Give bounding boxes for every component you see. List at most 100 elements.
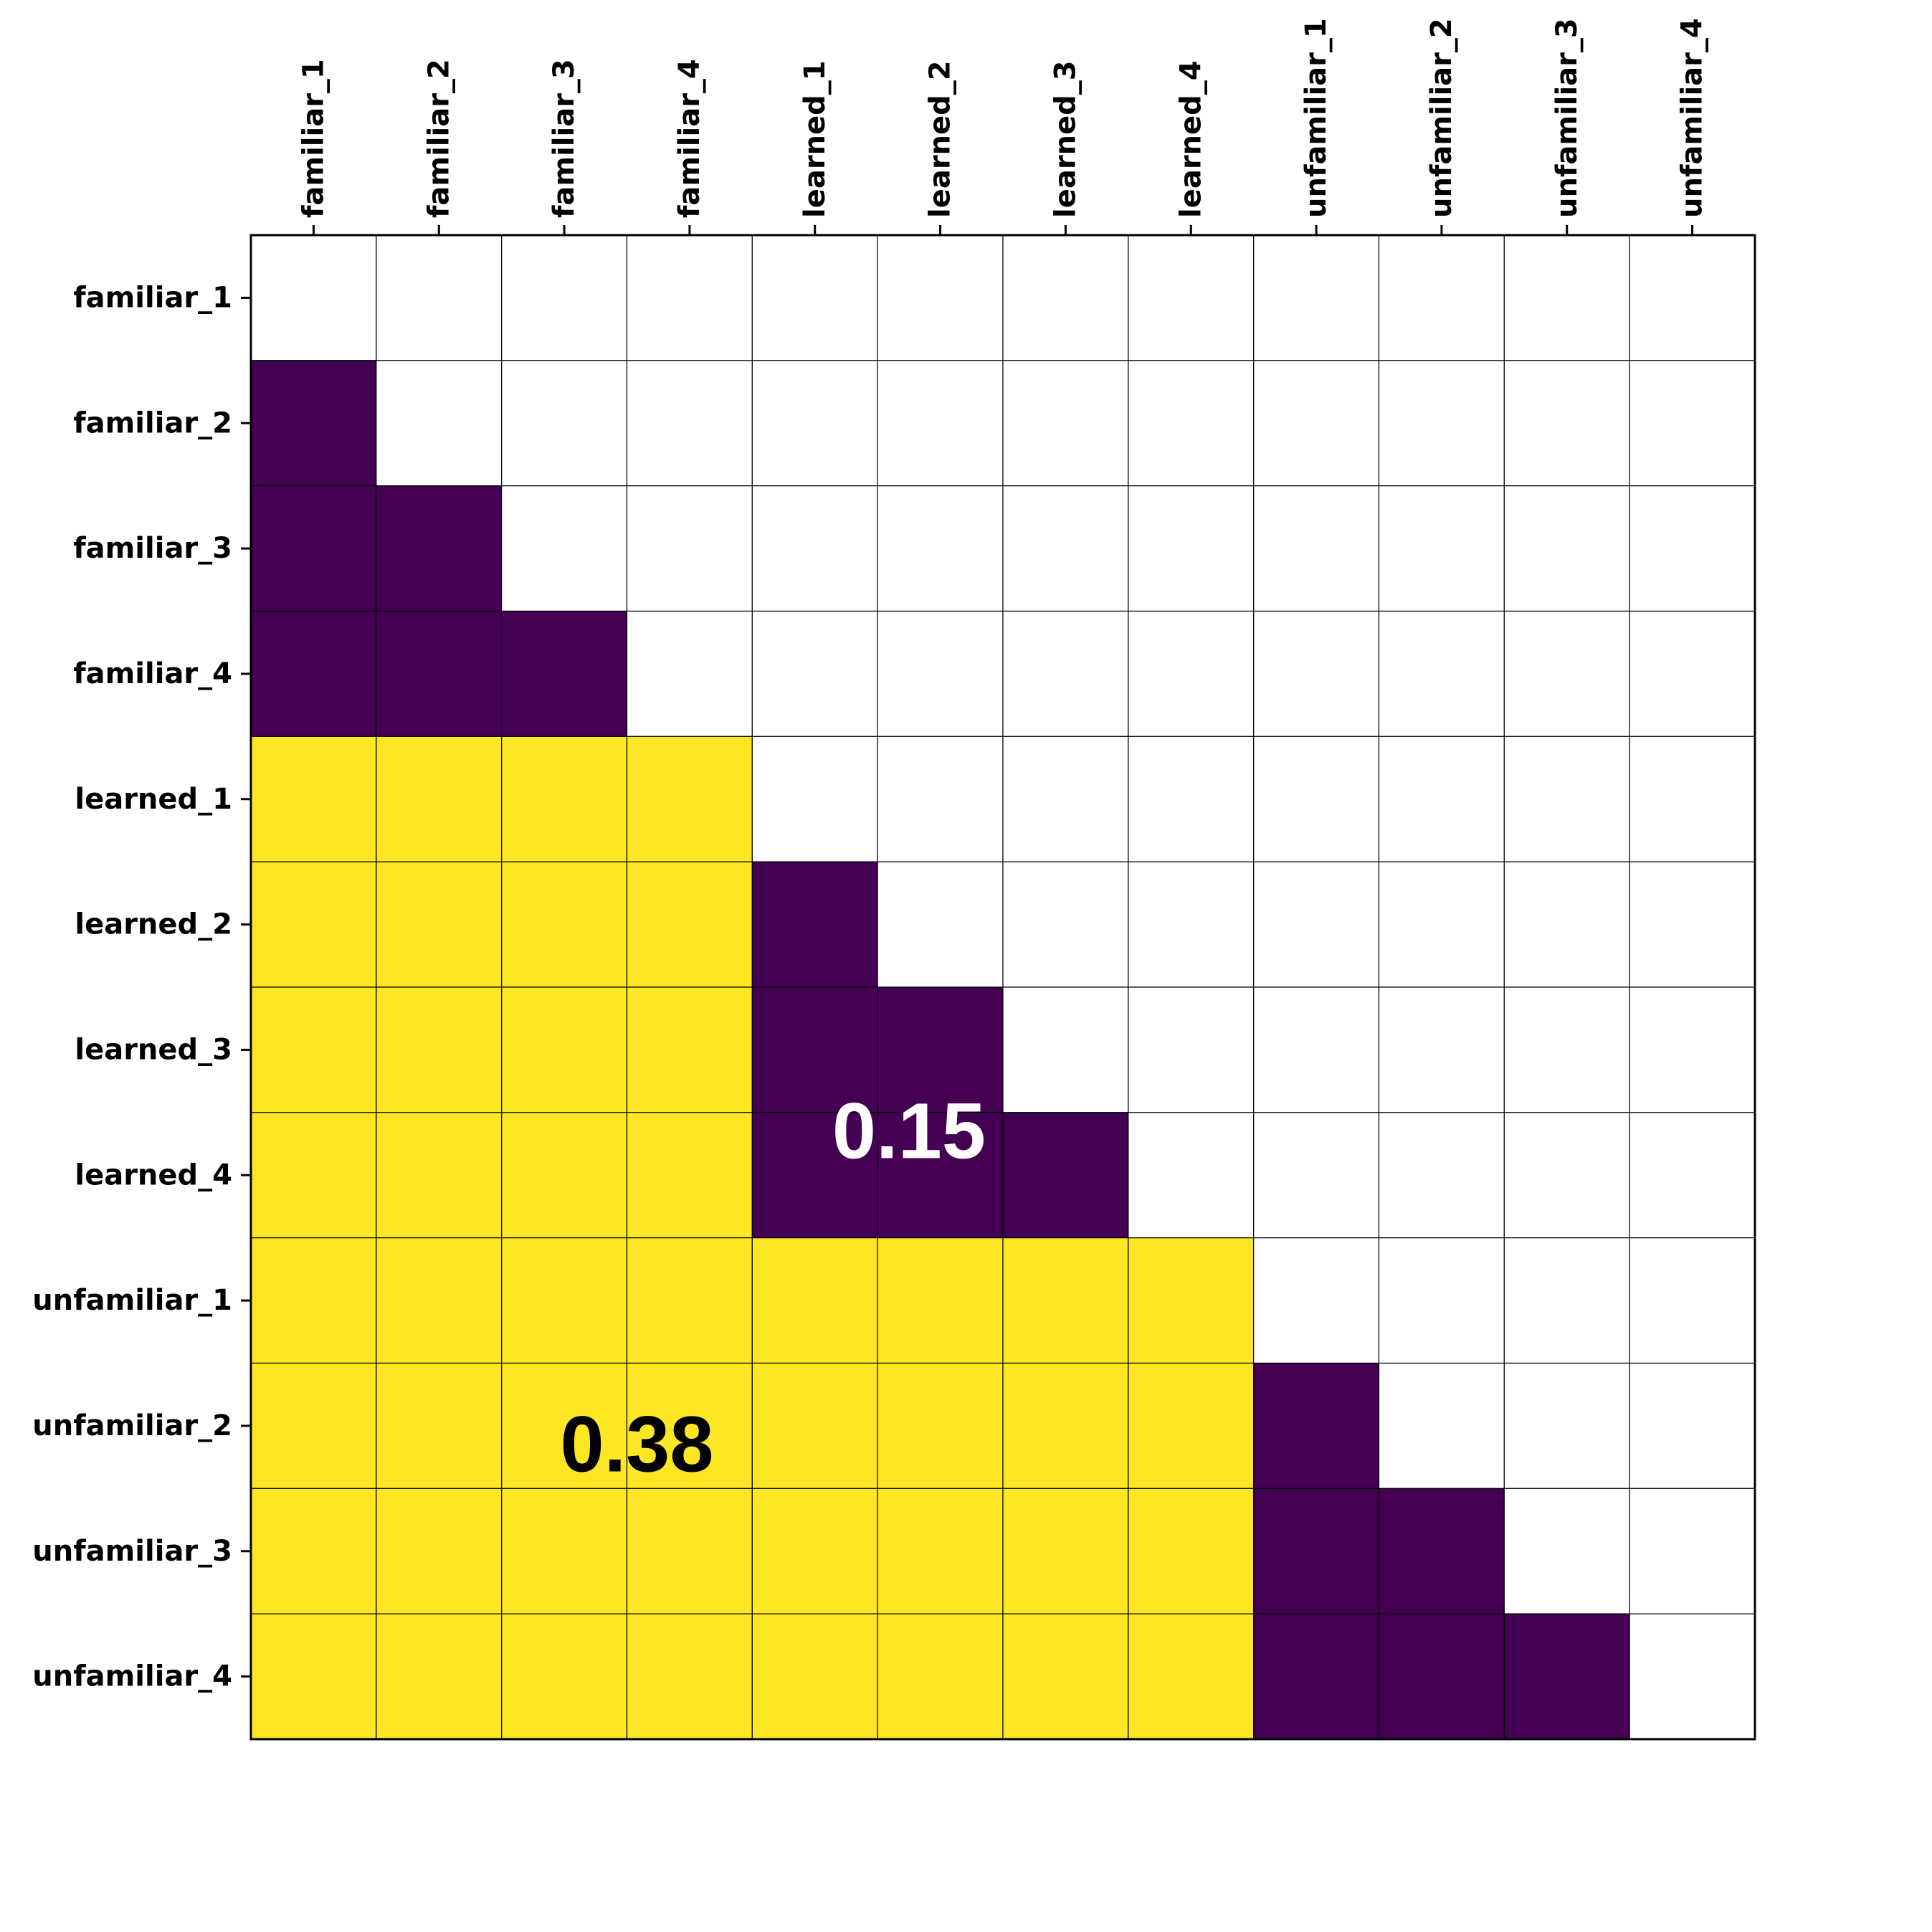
heatmap-cell-r7-c3 — [626, 1112, 753, 1239]
y-tick-label: familiar_3 — [73, 532, 232, 565]
heatmap-cell-r5-c3 — [626, 861, 753, 988]
heatmap-cell-r6-c9 — [1378, 986, 1505, 1113]
x-tick-label: unfamiliar_4 — [1676, 18, 1709, 218]
heatmap-cell-r8-c4 — [751, 1237, 878, 1364]
heatmap-cell-r6-c6 — [1002, 986, 1129, 1113]
x-tick-label: learned_3 — [1049, 60, 1082, 218]
heatmap-cell-r7-c2 — [501, 1112, 628, 1239]
heatmap-cell-r4-c4 — [751, 736, 878, 862]
heatmap-cell-r9-c3 — [626, 1362, 753, 1489]
heatmap-cell-r10-c9 — [1378, 1488, 1505, 1614]
heatmap-cell-r0-c11 — [1629, 234, 1756, 361]
heatmap-cell-r2-c10 — [1503, 485, 1630, 612]
heatmap-cell-r4-c8 — [1253, 736, 1380, 862]
heatmap-cell-r10-c8 — [1253, 1488, 1380, 1614]
heatmap-cell-r8-c5 — [877, 1237, 1004, 1364]
heatmap-cell-r2-c7 — [1128, 485, 1255, 612]
heatmap-cell-r9-c6 — [1002, 1362, 1129, 1489]
heatmap-cell-r2-c3 — [626, 485, 753, 612]
heatmap-cell-r1-c9 — [1378, 360, 1505, 487]
heatmap-cell-r4-c1 — [376, 736, 503, 862]
heatmap-cell-r10-c1 — [376, 1488, 503, 1614]
heatmap-cell-r6-c3 — [626, 986, 753, 1113]
annotation-label: 0.38 — [560, 1401, 713, 1489]
heatmap-cell-r7-c1 — [376, 1112, 503, 1239]
heatmap-cell-r10-c11 — [1629, 1488, 1756, 1614]
plot-frame — [249, 234, 1756, 1741]
heatmap-cell-r4-c0 — [250, 736, 377, 862]
heatmap-cell-r8-c1 — [376, 1237, 503, 1364]
heatmap-cell-r5-c4 — [751, 861, 878, 988]
y-tick-label: familiar_2 — [73, 406, 232, 439]
heatmap-cell-r6-c4 — [751, 986, 878, 1113]
heatmap-cells — [250, 234, 1756, 1740]
heatmap-cell-r3-c2 — [501, 610, 628, 737]
heatmap-cell-r0-c5 — [877, 234, 1004, 361]
heatmap-cell-r7-c8 — [1253, 1112, 1380, 1239]
heatmap-cell-r5-c9 — [1378, 861, 1505, 988]
heatmap-cell-r10-c0 — [250, 1488, 377, 1614]
heatmap-cell-r4-c7 — [1128, 736, 1255, 862]
heatmap-cell-r0-c3 — [626, 234, 753, 361]
heatmap-cell-r6-c10 — [1503, 986, 1630, 1113]
heatmap-cell-r11-c9 — [1378, 1613, 1505, 1740]
y-tick-label: learned_2 — [75, 908, 232, 941]
heatmap-cell-r3-c7 — [1128, 610, 1255, 737]
heatmap-cell-r0-c6 — [1002, 234, 1129, 361]
heatmap-cell-r0-c9 — [1378, 234, 1505, 361]
heatmap-cell-r2-c6 — [1002, 485, 1129, 612]
heatmap-cell-r4-c3 — [626, 736, 753, 862]
heatmap-cell-r5-c5 — [877, 861, 1004, 988]
x-tick-label: unfamiliar_3 — [1551, 18, 1584, 218]
heatmap-cell-r0-c8 — [1253, 234, 1380, 361]
heatmap-cell-r3-c3 — [626, 610, 753, 737]
heatmap-cell-r0-c0 — [250, 234, 377, 361]
heatmap-cell-r1-c2 — [501, 360, 628, 487]
heatmap-cell-r9-c1 — [376, 1362, 503, 1489]
heatmap-cell-r8-c9 — [1378, 1237, 1505, 1364]
heatmap-cell-r2-c0 — [250, 485, 377, 612]
x-tick-label: unfamiliar_2 — [1425, 18, 1458, 218]
heatmap-cell-r6-c1 — [376, 986, 503, 1113]
heatmap-cell-r8-c0 — [250, 1237, 377, 1364]
heatmap-cell-r2-c2 — [501, 485, 628, 612]
heatmap-cell-r0-c2 — [501, 234, 628, 361]
y-tick-label: unfamiliar_3 — [32, 1535, 232, 1568]
heatmap-cell-r5-c6 — [1002, 861, 1129, 988]
heatmap-cell-r9-c8 — [1253, 1362, 1380, 1489]
heatmap-cell-r1-c10 — [1503, 360, 1630, 487]
heatmap-cell-r9-c11 — [1629, 1362, 1756, 1489]
heatmap-cell-r0-c7 — [1128, 234, 1255, 361]
x-tick-label: familiar_4 — [673, 59, 706, 218]
heatmap-cell-r4-c2 — [501, 736, 628, 862]
heatmap-cell-r2-c4 — [751, 485, 878, 612]
heatmap-cell-r5-c8 — [1253, 861, 1380, 988]
heatmap-cell-r7-c5 — [877, 1112, 1004, 1239]
heatmap-cell-r8-c3 — [626, 1237, 753, 1364]
heatmap-cell-r10-c2 — [501, 1488, 628, 1614]
heatmap-cell-r3-c9 — [1378, 610, 1505, 737]
heatmap-cell-r8-c7 — [1128, 1237, 1255, 1364]
axis-ticks — [241, 225, 1694, 1678]
heatmap-cell-r2-c11 — [1629, 485, 1756, 612]
x-tick-label: familiar_1 — [297, 59, 330, 218]
heatmap-cell-r1-c11 — [1629, 360, 1756, 487]
heatmap-cell-r4-c10 — [1503, 736, 1630, 862]
tick-labels: familiar_1 familiar_2 familiar_3 familiar_4… — [32, 18, 1708, 1693]
heatmap-cell-r4-c9 — [1378, 736, 1505, 862]
x-tick-label: learned_4 — [1174, 60, 1207, 218]
heatmap-cell-r11-c7 — [1128, 1613, 1255, 1740]
heatmap-cell-r3-c0 — [250, 610, 377, 737]
heatmap-cell-r1-c5 — [877, 360, 1004, 487]
y-tick-label: unfamiliar_4 — [32, 1660, 232, 1693]
heatmap-cell-r0-c10 — [1503, 234, 1630, 361]
y-tick-label: familiar_4 — [73, 657, 232, 690]
heatmap-cell-r8-c10 — [1503, 1237, 1630, 1364]
heatmap-cell-r9-c10 — [1503, 1362, 1630, 1489]
y-tick-label: learned_4 — [75, 1158, 232, 1191]
heatmap-cell-r5-c10 — [1503, 861, 1630, 988]
heatmap-cell-r6-c11 — [1629, 986, 1756, 1113]
heatmap-cell-r7-c6 — [1002, 1112, 1129, 1239]
heatmap-cell-r2-c1 — [376, 485, 503, 612]
heatmap-cell-r6-c2 — [501, 986, 628, 1113]
